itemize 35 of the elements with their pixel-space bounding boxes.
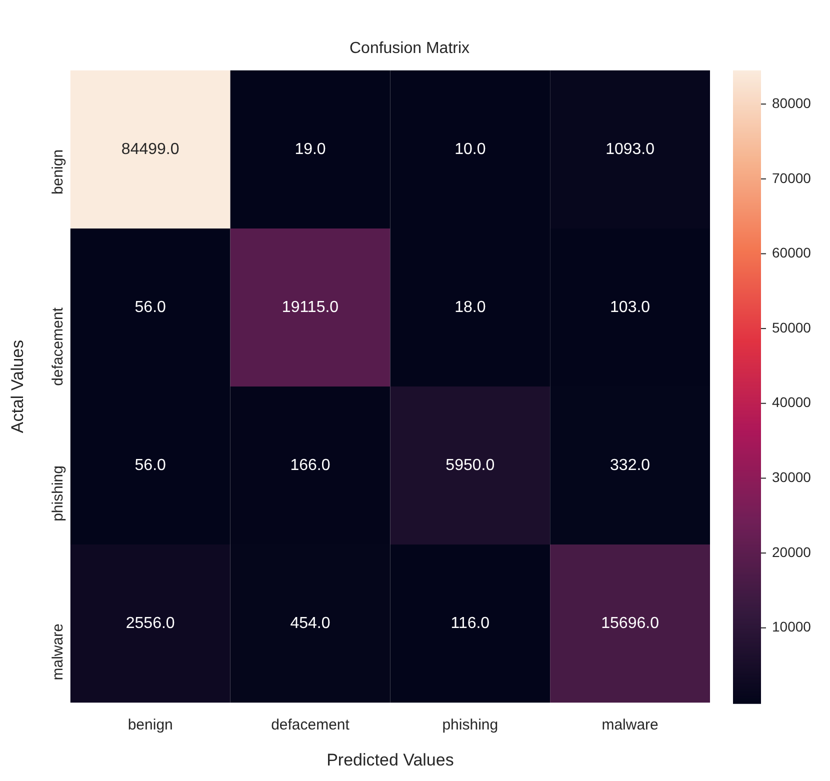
data-label: 84499.0	[121, 140, 180, 158]
y-axis-title: Actal Values	[8, 340, 27, 434]
chart-title: Confusion Matrix	[349, 40, 470, 58]
color-bar-label: 60000	[772, 244, 812, 261]
color-bar-label: 10000	[772, 618, 812, 635]
data-label: 1093.0	[606, 140, 655, 158]
color-bar-label: 40000	[772, 394, 812, 410]
x-tick-label: malware	[602, 716, 658, 734]
x-axis-title: Predicted Values	[326, 750, 454, 770]
x-tick-label: phishing	[442, 716, 498, 734]
x-tick-label: defacement	[271, 716, 350, 734]
data-label: 15696.0	[601, 614, 660, 632]
data-label: 2556.0	[126, 614, 175, 632]
data-label: 56.0	[134, 298, 166, 316]
data-label: 166.0	[290, 456, 330, 474]
x-tick-label: benign	[128, 716, 173, 734]
y-tick-label: benign	[50, 149, 67, 194]
data-label: 116.0	[450, 614, 490, 632]
data-label: 454.0	[290, 614, 330, 632]
data-label: 19115.0	[282, 298, 339, 316]
color-bar-label: 80000	[772, 94, 812, 111]
color-bar-label: 20000	[772, 544, 812, 560]
y-tick-label: defacement	[50, 306, 67, 386]
data-label: 56.0	[134, 456, 166, 474]
data-label: 18.0	[454, 298, 486, 316]
data-label: 10.0	[454, 140, 486, 158]
data-label: 5950.0	[446, 456, 495, 474]
y-tick-label: malware	[50, 624, 67, 680]
color-bar-label: 30000	[772, 469, 812, 486]
data-label: 103.0	[610, 298, 650, 316]
color-bar-label: 50000	[772, 319, 812, 336]
y-tick-label: phishing	[50, 466, 67, 522]
color-bar-label: 70000	[772, 170, 812, 186]
data-label: 332.0	[610, 456, 650, 474]
data-label: 19.0	[294, 140, 326, 158]
